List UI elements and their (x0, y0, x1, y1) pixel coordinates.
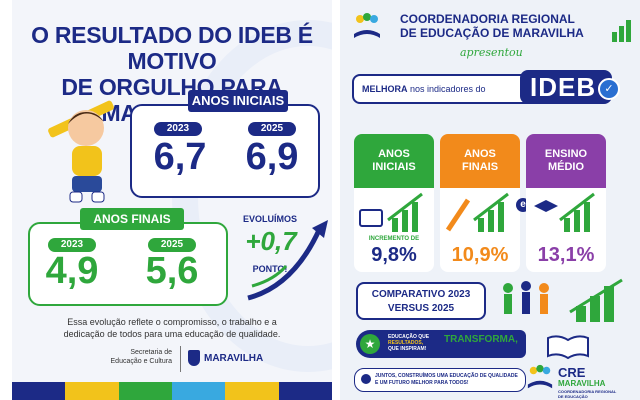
ideb-label: IDEB (520, 70, 612, 104)
closing-line-1: Essa evolução reflete o compromisso, o t… (67, 317, 277, 327)
color-stripe (278, 382, 332, 400)
slogan-banner: ★ EDUCAÇÃO QUE RESULTADOS, QUE INSPIRAM! (356, 330, 526, 358)
secretaria-label: Secretaria de Educação e Cultura (92, 348, 172, 366)
card-anos-iniciais: ANOS INICIAIS INCREMENTO DE 9,8% (354, 134, 434, 272)
pencil-growth-icon (445, 192, 509, 232)
location-pin-icon (361, 374, 371, 384)
slogan-small-3: QUE INSPIRAM! (388, 346, 427, 352)
evolution-callout: EVOLUÍMOS +0,7 PONTO! (234, 214, 330, 304)
slogan-small-1: EDUCAÇÃO QUE (388, 334, 430, 340)
comparativo-line-2: VERSUS 2025 (387, 303, 455, 314)
juntos-text: JUNTOS, CONSTRUÍMOS UMA EDUCAÇÃO DE QUAL… (375, 373, 523, 387)
color-stripe (225, 382, 279, 400)
closing-text: Essa evolução reflete o compromisso, o t… (22, 316, 322, 340)
left-poster: O RESULTADO DO IDEB É MOTIVO DE ORGULHO … (12, 0, 332, 400)
headline: O RESULTADO DO IDEB É MOTIVO DE ORGULHO … (12, 22, 332, 126)
secretaria-line-1: Secretaria de (130, 349, 172, 356)
card-head: ANOS FINAIS (440, 134, 520, 188)
card-title-line-2: MÉDIO (547, 161, 585, 173)
cre-logo-line-2: MARAVILHA (558, 379, 606, 388)
cre-title-line-2: DE EDUCAÇÃO DE MARAVILHA (400, 26, 584, 40)
ai-value-2025: 6,9 (245, 136, 299, 178)
cre-logo-line-3: COORDENADORIA REGIONAL (558, 389, 617, 394)
af-year-2023: 2023 (48, 238, 96, 252)
anos-finais-box: 2023 4,9 2025 5,6 (28, 222, 228, 306)
municipality-name: MARAVILHA (204, 353, 264, 364)
celebrating-people-icon (503, 278, 623, 322)
anos-finais-block: 2023 4,9 2025 5,6 ANOS FINAIS (28, 208, 228, 306)
card-value: 9,8% (371, 244, 417, 266)
open-book-icon (547, 335, 589, 360)
graduation-cap-growth-icon (534, 192, 595, 232)
juntos-line-2: E UM FUTURO MELHOR PARA TODOS! (375, 380, 469, 386)
cre-logo-line-4: DE EDUCAÇÃO (558, 394, 588, 399)
anos-finais-tab: ANOS FINAIS (80, 208, 184, 230)
check-icon: ✓ (598, 78, 620, 100)
growth-bars-icon (612, 20, 631, 42)
anos-iniciais-tab: ANOS INICIAIS (188, 90, 288, 112)
ai-value-2023: 6,7 (153, 136, 207, 178)
card-value: 13,1% (537, 244, 595, 266)
card-title-line-1: ENSINO (544, 148, 588, 160)
anos-iniciais-block: 2023 6,7 2025 6,9 ANOS INICIAIS (130, 90, 320, 198)
slogan-small: EDUCAÇÃO QUE RESULTADOS, QUE INSPIRAM! (388, 334, 448, 352)
cre-logo-line-1: CRE (558, 365, 586, 380)
secretaria-line-2: Educação e Cultura (110, 358, 172, 365)
right-poster: COORDENADORIA REGIONAL DE EDUCAÇÃO DE MA… (340, 0, 640, 400)
evolution-title: EVOLUÍMOS (242, 214, 297, 224)
comparativo-box: COMPARATIVO 2023 VERSUS 2025 (356, 282, 486, 320)
card-ensino-medio: ENSINO MÉDIO 13,1% (526, 134, 606, 272)
card-title-line-1: ANOS (378, 148, 410, 160)
student-illustration (48, 100, 114, 203)
card-title-line-1: ANOS (464, 148, 496, 160)
book-growth-icon (359, 192, 423, 232)
municipality-crest-icon (188, 350, 200, 366)
growth-arrow-icon (247, 220, 328, 301)
color-stripe (12, 382, 66, 400)
anos-iniciais-box: 2023 6,7 2025 6,9 (130, 104, 320, 198)
card-value: 10,9% (451, 244, 509, 266)
evolution-unit: PONTO! (252, 264, 288, 274)
footer-divider (180, 346, 181, 372)
evolution-value: +0,7 (245, 226, 297, 256)
cre-logo-text: CRE MARAVILHA COORDENADORIA REGIONAL DE … (558, 366, 638, 399)
cre-title: COORDENADORIA REGIONAL DE EDUCAÇÃO DE MA… (400, 12, 610, 40)
star-icon: ★ (360, 334, 380, 354)
apresentou-text: apresentou (460, 46, 523, 59)
color-stripes (12, 382, 332, 400)
juntos-line-1: JUNTOS, CONSTRUÍMOS UMA EDUCAÇÃO DE QUAL… (375, 373, 518, 379)
headline-line-1: O RESULTADO DO IDEB É MOTIVO (31, 22, 313, 74)
card-anos-finais: ANOS FINAIS 10,9% (440, 134, 520, 272)
card-head: ANOS INICIAIS (354, 134, 434, 188)
closing-line-2: dedicação de todos para uma educação de … (63, 329, 281, 339)
banner-rest: nos indicadores do (407, 84, 486, 94)
slogan-big: TRANSFORMA, (444, 334, 518, 345)
comparativo-line-1: COMPARATIVO 2023 (371, 289, 471, 300)
reading-people-logo-icon (354, 13, 380, 38)
slogan-small-2: RESULTADOS, (388, 340, 424, 346)
ai-year-2023: 2023 (154, 122, 202, 136)
af-value-2025: 5,6 (145, 250, 199, 292)
cre-logo-icon (527, 364, 553, 389)
juntos-box: JUNTOS, CONSTRUÍMOS UMA EDUCAÇÃO DE QUAL… (354, 368, 526, 392)
card-title-line-2: INICIAIS (372, 161, 416, 173)
left-footer: Secretaria de Educação e Cultura MARAVIL… (92, 344, 292, 374)
banner-bold: MELHORA (362, 84, 408, 94)
ideb-banner: MELHORA nos indicadores do IDEB ✓ (352, 70, 622, 104)
color-stripe (65, 382, 119, 400)
card-subtitle: INCREMENTO DE (368, 236, 420, 242)
ai-year-2025: 2025 (248, 122, 296, 136)
color-stripe (171, 382, 226, 400)
card-head: ENSINO MÉDIO (526, 134, 606, 188)
cre-title-line-1: COORDENADORIA REGIONAL (400, 12, 575, 26)
card-title-line-2: FINAIS (461, 161, 499, 173)
af-year-2025: 2025 (148, 238, 196, 252)
af-value-2023: 4,9 (45, 250, 99, 292)
color-stripe (118, 382, 172, 400)
